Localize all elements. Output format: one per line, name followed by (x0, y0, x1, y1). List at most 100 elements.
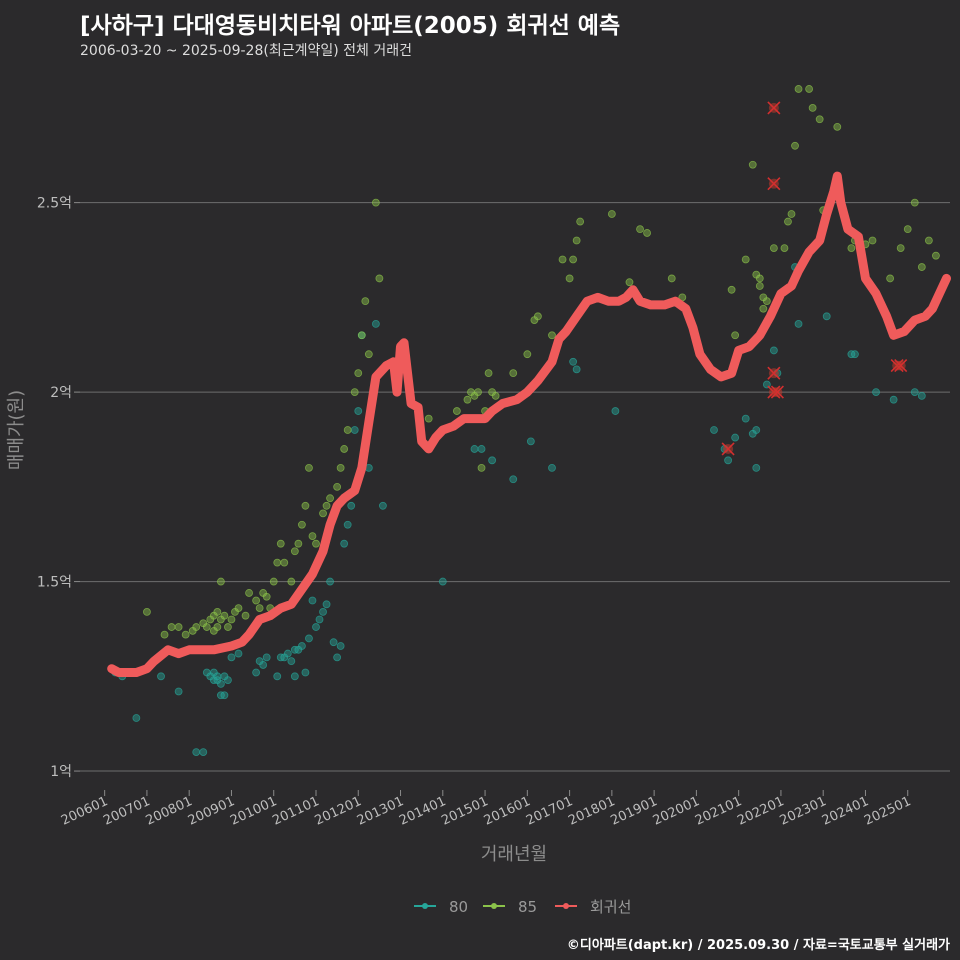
x-tick-label: 201601 (482, 794, 533, 829)
point-80 (336, 642, 345, 650)
point-85 (477, 463, 486, 472)
regression-line (107, 171, 951, 677)
point-85 (924, 236, 933, 245)
x-tick-label: 202201 (735, 794, 786, 829)
point-80 (234, 649, 243, 658)
regression-path (107, 171, 951, 677)
point-85 (216, 577, 225, 586)
point-85 (903, 225, 912, 234)
x-tick-label: 200901 (186, 794, 237, 829)
x-tick-label: 201801 (566, 794, 617, 829)
point-85 (312, 539, 320, 548)
x-tick-label: 201301 (355, 794, 406, 829)
x-tick-label: 202501 (862, 794, 913, 829)
point-85 (791, 141, 799, 150)
outlier-marker (767, 366, 781, 380)
point-85 (533, 312, 542, 321)
x-tick-label: 202401 (820, 794, 871, 829)
x-tick-label: 202101 (693, 794, 744, 829)
point-85 (509, 369, 518, 378)
point-85 (280, 558, 289, 567)
point-80 (379, 501, 387, 510)
x-tick-label: 200801 (144, 794, 195, 829)
point-85 (227, 615, 236, 624)
point-85 (354, 369, 363, 378)
point-80 (889, 395, 898, 404)
point-80 (350, 426, 359, 434)
point-80 (220, 691, 229, 700)
grid-lines (80, 202, 950, 772)
point-80 (354, 407, 363, 415)
point-80 (227, 653, 236, 662)
point-80 (192, 748, 201, 757)
point-85 (287, 577, 296, 586)
point-85 (143, 607, 151, 616)
point-80 (548, 463, 556, 472)
x-tick-label: 200601 (59, 794, 110, 829)
point-80 (308, 596, 317, 605)
point-85 (780, 244, 789, 253)
point-85 (463, 395, 472, 404)
point-80 (312, 623, 320, 631)
point-80 (741, 414, 750, 423)
point-80 (305, 634, 313, 643)
point-80 (850, 350, 859, 359)
point-85 (326, 494, 334, 503)
x-tick-label: 202301 (778, 794, 829, 829)
point-85 (245, 589, 253, 597)
point-85 (896, 244, 905, 253)
point-85 (847, 244, 856, 253)
x-tick-label: 201401 (397, 794, 448, 829)
point-80 (371, 319, 380, 328)
point-85 (160, 630, 169, 639)
outlier-marker (894, 359, 908, 373)
point-85 (565, 274, 574, 283)
x-tick-label: 200701 (101, 794, 152, 829)
point-85 (181, 630, 190, 639)
point-85 (319, 509, 327, 518)
x-tick-label: 201901 (608, 794, 659, 829)
outlier-marker (770, 385, 784, 399)
point-80 (822, 312, 831, 321)
point-80 (343, 520, 352, 529)
point-80 (224, 676, 232, 685)
point-80 (731, 433, 740, 442)
point-85 (343, 426, 352, 434)
point-80 (322, 600, 331, 609)
point-85 (917, 263, 926, 271)
point-80 (724, 456, 732, 465)
point-85 (364, 350, 373, 359)
point-80 (216, 679, 225, 688)
scatter-points (111, 85, 940, 757)
point-85 (213, 607, 222, 616)
point-85 (213, 623, 222, 631)
point-80 (526, 437, 535, 446)
point-85 (294, 539, 303, 548)
point-80 (569, 357, 578, 366)
point-80 (872, 388, 880, 397)
point-80 (470, 445, 479, 453)
chart-subtitle: 2006-03-20 ~ 2025-09-28(최근계약일) 전체 거래건 (80, 43, 412, 59)
x-tick-label: 202001 (651, 794, 702, 829)
point-80 (301, 668, 310, 677)
point-85 (523, 350, 532, 359)
point-85 (636, 225, 644, 234)
point-85 (576, 217, 585, 226)
point-85 (833, 122, 842, 131)
x-axis-title: 거래년월 (481, 844, 547, 865)
point-85 (234, 604, 243, 613)
point-85 (336, 463, 345, 472)
point-80 (509, 475, 518, 484)
point-85 (731, 331, 740, 340)
point-85 (361, 297, 370, 306)
point-85 (350, 388, 359, 397)
point-85 (174, 623, 183, 631)
point-85 (308, 532, 317, 541)
point-85 (741, 255, 750, 264)
point-85 (276, 539, 285, 548)
point-85 (762, 297, 771, 306)
point-85 (424, 414, 433, 423)
point-80 (132, 714, 141, 722)
point-80 (611, 407, 620, 415)
point-80 (290, 672, 299, 681)
